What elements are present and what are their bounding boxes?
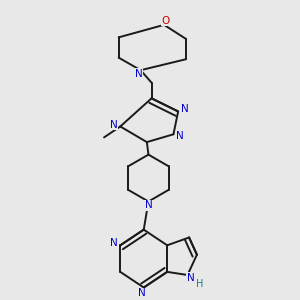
Text: O: O <box>161 16 170 26</box>
Text: H: H <box>196 279 203 290</box>
Text: N: N <box>110 238 117 248</box>
Text: N: N <box>138 288 146 298</box>
Text: N: N <box>110 120 117 130</box>
Text: N: N <box>145 200 152 210</box>
Text: N: N <box>181 104 189 114</box>
Text: N: N <box>187 272 194 283</box>
Text: N: N <box>176 131 184 141</box>
Text: N: N <box>135 69 143 79</box>
